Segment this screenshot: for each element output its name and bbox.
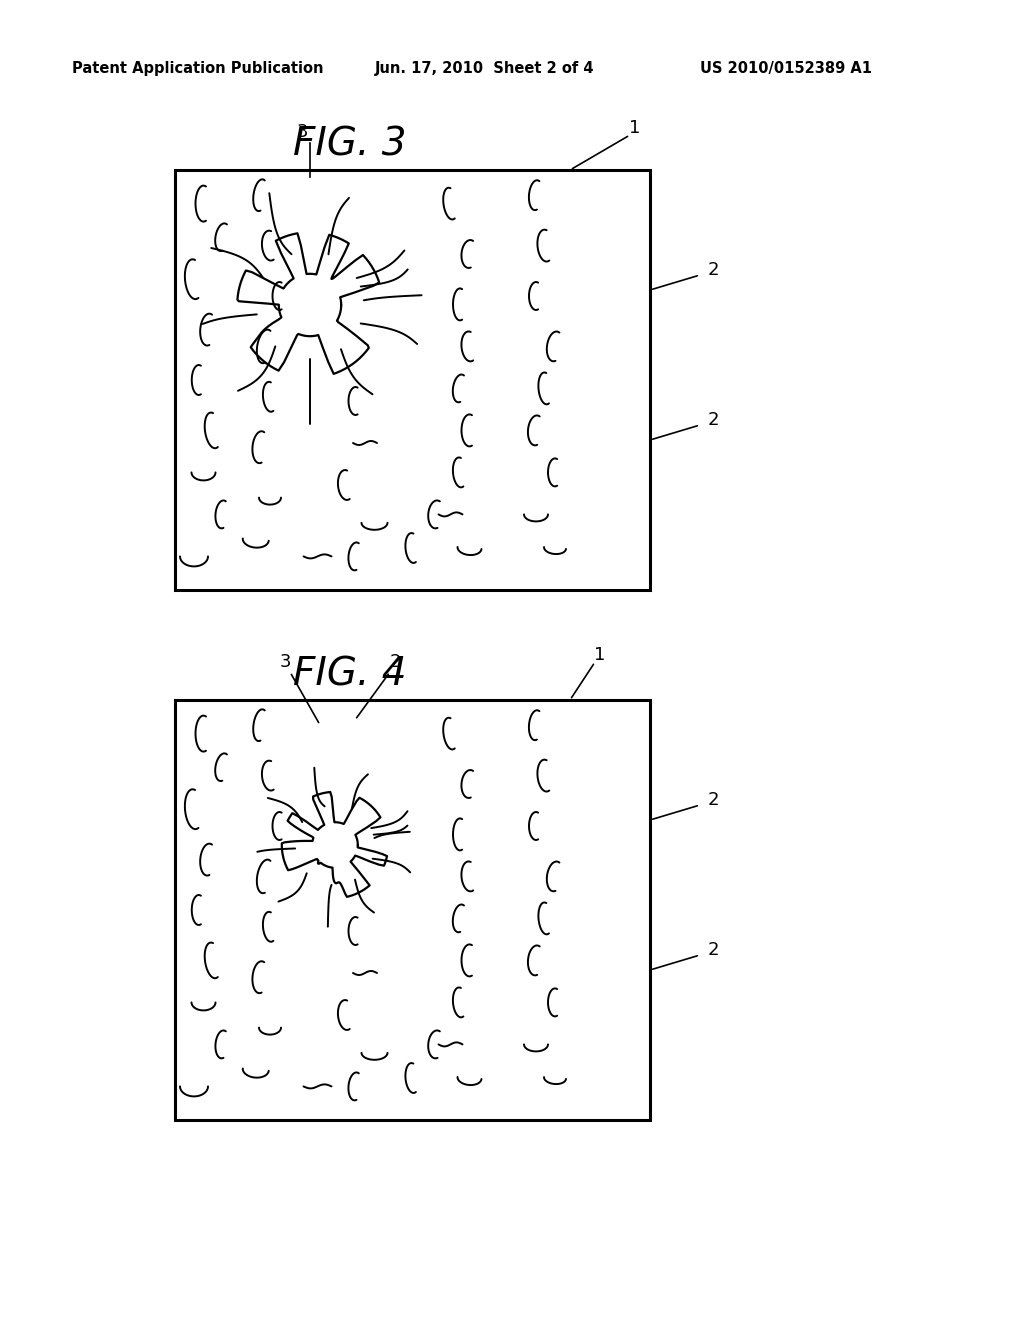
Text: 3: 3 bbox=[296, 123, 308, 141]
Text: 1: 1 bbox=[630, 119, 641, 137]
Text: FIG. 3: FIG. 3 bbox=[293, 125, 407, 164]
Text: US 2010/0152389 A1: US 2010/0152389 A1 bbox=[700, 61, 872, 75]
Text: FIG. 4: FIG. 4 bbox=[293, 656, 407, 694]
Bar bbox=[175, 700, 650, 1119]
Text: 2: 2 bbox=[708, 791, 720, 809]
Text: Jun. 17, 2010  Sheet 2 of 4: Jun. 17, 2010 Sheet 2 of 4 bbox=[375, 61, 595, 75]
Text: 2: 2 bbox=[708, 941, 720, 960]
Text: 2: 2 bbox=[708, 261, 720, 279]
Text: Patent Application Publication: Patent Application Publication bbox=[72, 61, 324, 75]
Text: 2: 2 bbox=[708, 411, 720, 429]
Text: 2: 2 bbox=[389, 653, 400, 671]
Text: 1: 1 bbox=[594, 645, 605, 664]
Bar bbox=[175, 170, 650, 590]
Text: 3: 3 bbox=[280, 653, 291, 671]
